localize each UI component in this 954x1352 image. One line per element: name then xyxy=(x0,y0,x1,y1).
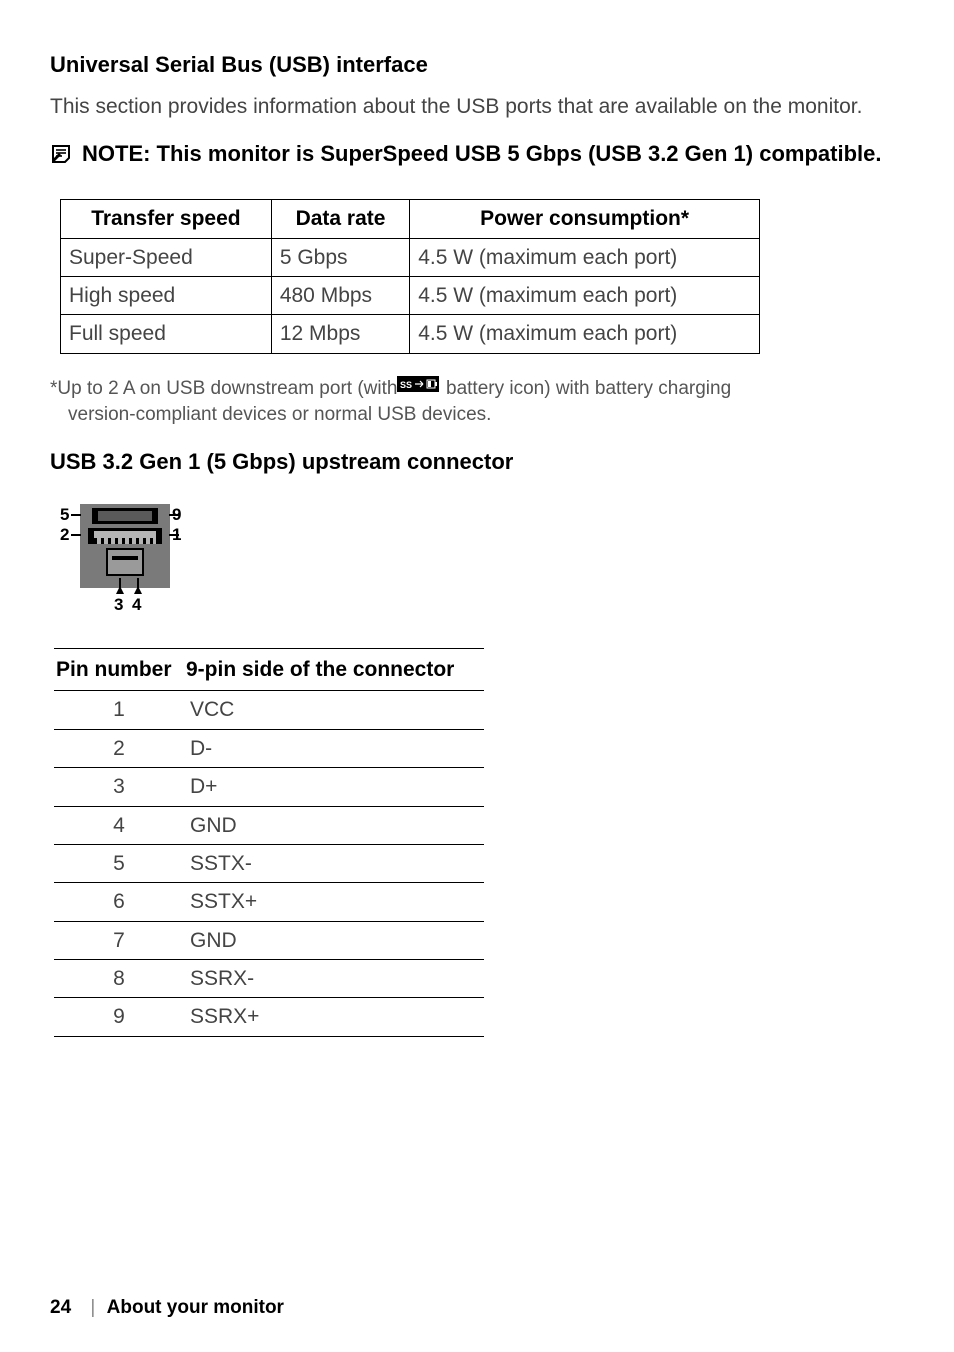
connector-top-inner xyxy=(98,511,152,521)
footer-separator: | xyxy=(90,1297,95,1318)
cell-pin: 8 xyxy=(54,960,184,998)
pin-arrow xyxy=(134,586,142,594)
table-row: 4GND xyxy=(54,806,484,844)
table-row: 2D- xyxy=(54,729,484,767)
cell-pin: 7 xyxy=(54,921,184,959)
chapter-title: About your monitor xyxy=(107,1297,284,1318)
table-row: 3D+ xyxy=(54,768,484,806)
col-data-rate: Data rate xyxy=(271,200,409,238)
cell-power: 4.5 W (maximum each port) xyxy=(410,315,760,353)
cell-speed: Full speed xyxy=(61,315,272,353)
cell-signal: SSTX+ xyxy=(184,883,484,921)
page-number: 24 xyxy=(50,1297,71,1318)
cell-signal: VCC xyxy=(184,691,484,729)
cell-signal: GND xyxy=(184,806,484,844)
connector-subheading: USB 3.2 Gen 1 (5 Gbps) upstream connecto… xyxy=(50,447,904,478)
pin-label-5: 5 xyxy=(60,506,69,523)
table-row: Super-Speed 5 Gbps 4.5 W (maximum each p… xyxy=(61,238,760,276)
table-row: Full speed 12 Mbps 4.5 W (maximum each p… xyxy=(61,315,760,353)
pin-label-4: 4 xyxy=(132,596,141,613)
cell-pin: 9 xyxy=(54,998,184,1036)
cell-rate: 5 Gbps xyxy=(271,238,409,276)
table-row: High speed 480 Mbps 4.5 W (maximum each … xyxy=(61,276,760,314)
pin-label-3: 3 xyxy=(114,596,123,613)
pin-label-2: 2 xyxy=(60,526,69,543)
cell-speed: High speed xyxy=(61,276,272,314)
cell-signal: D+ xyxy=(184,768,484,806)
note-block: NOTE: This monitor is SuperSpeed USB 5 G… xyxy=(50,139,904,173)
cell-pin: 2 xyxy=(54,729,184,767)
col-signal: 9-pin side of the connector xyxy=(184,648,484,690)
pinout-table: Pin number 9-pin side of the connector 1… xyxy=(54,648,484,1037)
cell-speed: Super-Speed xyxy=(61,238,272,276)
connector-diagram: 5 2 9 1 3 4 xyxy=(54,500,194,620)
cell-signal: SSRX+ xyxy=(184,998,484,1036)
intro-paragraph: This section provides information about … xyxy=(50,93,904,121)
cell-signal: SSTX- xyxy=(184,844,484,882)
connector-contacts xyxy=(94,538,156,544)
cell-power: 4.5 W (maximum each port) xyxy=(410,238,760,276)
cell-signal: D- xyxy=(184,729,484,767)
transfer-speed-table: Transfer speed Data rate Power consumpti… xyxy=(60,199,760,354)
connector-tongue-slit xyxy=(112,556,138,560)
table-header-row: Transfer speed Data rate Power consumpti… xyxy=(61,200,760,238)
note-text: NOTE: This monitor is SuperSpeed USB 5 G… xyxy=(82,139,881,169)
footnote-line2: version-compliant devices or normal USB … xyxy=(58,402,904,428)
cell-signal: SSRX- xyxy=(184,960,484,998)
battery-charging-icon: SS xyxy=(405,374,439,400)
cell-power: 4.5 W (maximum each port) xyxy=(410,276,760,314)
table-row: 8SSRX- xyxy=(54,960,484,998)
note-icon xyxy=(50,143,72,173)
cell-rate: 480 Mbps xyxy=(271,276,409,314)
cell-pin: 6 xyxy=(54,883,184,921)
cell-pin: 4 xyxy=(54,806,184,844)
cell-pin: 1 xyxy=(54,691,184,729)
footnote-post: battery icon) with battery charging xyxy=(446,378,731,399)
cell-pin: 3 xyxy=(54,768,184,806)
cell-pin: 5 xyxy=(54,844,184,882)
table-row: 1VCC xyxy=(54,691,484,729)
connector-tongue xyxy=(106,548,144,576)
cell-rate: 12 Mbps xyxy=(271,315,409,353)
section-heading: Universal Serial Bus (USB) interface xyxy=(50,50,904,81)
col-pin-number: Pin number xyxy=(54,648,184,690)
table-row: 9SSRX+ xyxy=(54,998,484,1036)
table-row: 6SSTX+ xyxy=(54,883,484,921)
svg-text:SS: SS xyxy=(400,380,412,390)
footnote: *Up to 2 A on USB downstream port (with … xyxy=(50,376,904,427)
footnote-pre: *Up to 2 A on USB downstream port (with xyxy=(50,378,403,399)
cell-signal: GND xyxy=(184,921,484,959)
table-header-row: Pin number 9-pin side of the connector xyxy=(54,648,484,690)
table-row: 7GND xyxy=(54,921,484,959)
col-power-consumption: Power consumption* xyxy=(410,200,760,238)
pin-tick xyxy=(71,534,81,536)
table-row: 5SSTX- xyxy=(54,844,484,882)
page-footer: 24 | About your monitor xyxy=(50,1295,284,1322)
pin-arrow xyxy=(116,586,124,594)
pin-label-9: 9 xyxy=(172,506,181,523)
pin-tick xyxy=(71,514,81,516)
pin-label-1: 1 xyxy=(172,526,181,543)
col-transfer-speed: Transfer speed xyxy=(61,200,272,238)
